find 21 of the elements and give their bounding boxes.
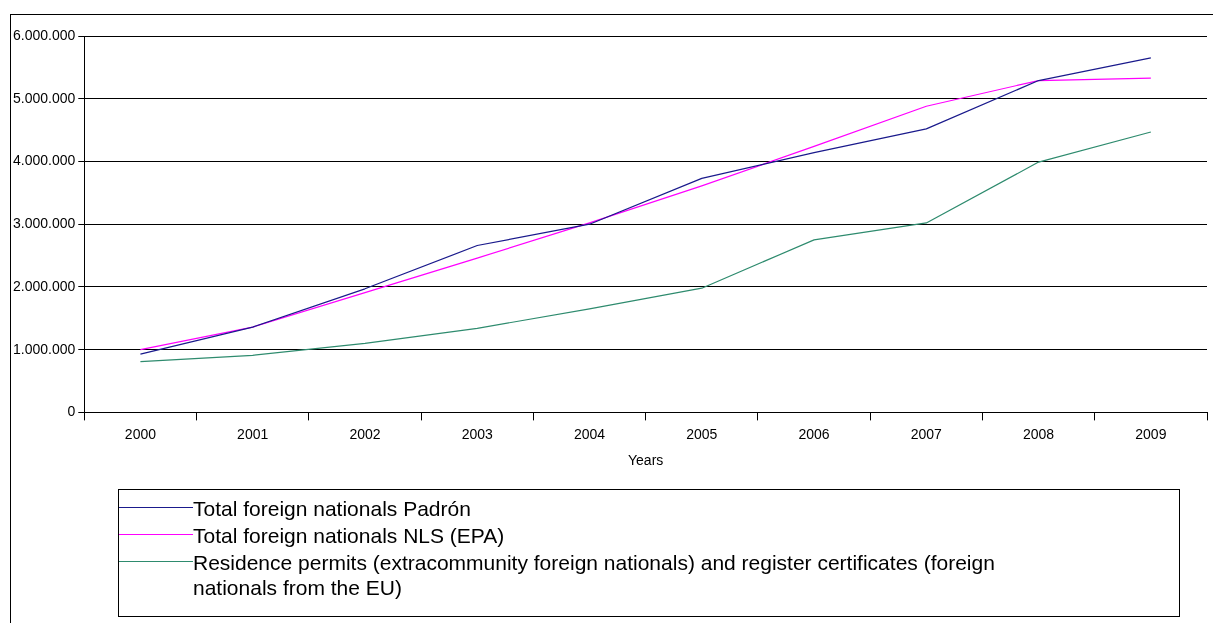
x-tick-label: 2008 <box>1023 425 1055 442</box>
legend-label: Residence permits (extracommunity foreign nationals) and register certificates (foreign nationals from the EU) <box>193 550 996 600</box>
y-tick-label: 5.000.000 <box>12 89 76 106</box>
x-tick-label: 2005 <box>686 425 718 442</box>
x-tick-label: 2006 <box>798 425 830 442</box>
x-tick-label: 2000 <box>124 425 157 442</box>
y-tick-label: 4.000.000 <box>12 152 76 169</box>
y-tick-label: 6.000.000 <box>12 26 76 43</box>
x-tick-label: 2009 <box>1135 425 1167 442</box>
y-tick-label: 3.000.000 <box>12 215 76 232</box>
x-axis-title: Years <box>627 452 664 469</box>
x-tick-label: 2001 <box>237 425 269 442</box>
x-tick-label: 2003 <box>461 425 494 442</box>
x-tick-label: 2004 <box>573 425 606 442</box>
y-tick-label: 0 <box>67 403 76 420</box>
y-tick-label: 2.000.000 <box>12 277 76 294</box>
x-tick-label: 2002 <box>349 425 381 442</box>
x-tick-label: 2007 <box>910 425 943 442</box>
legend-label: Total foreign nationals NLS (EPA) <box>193 523 505 548</box>
legend-label: Total foreign nationals Padrón <box>193 496 471 521</box>
y-tick-label: 1.000.000 <box>12 340 76 357</box>
